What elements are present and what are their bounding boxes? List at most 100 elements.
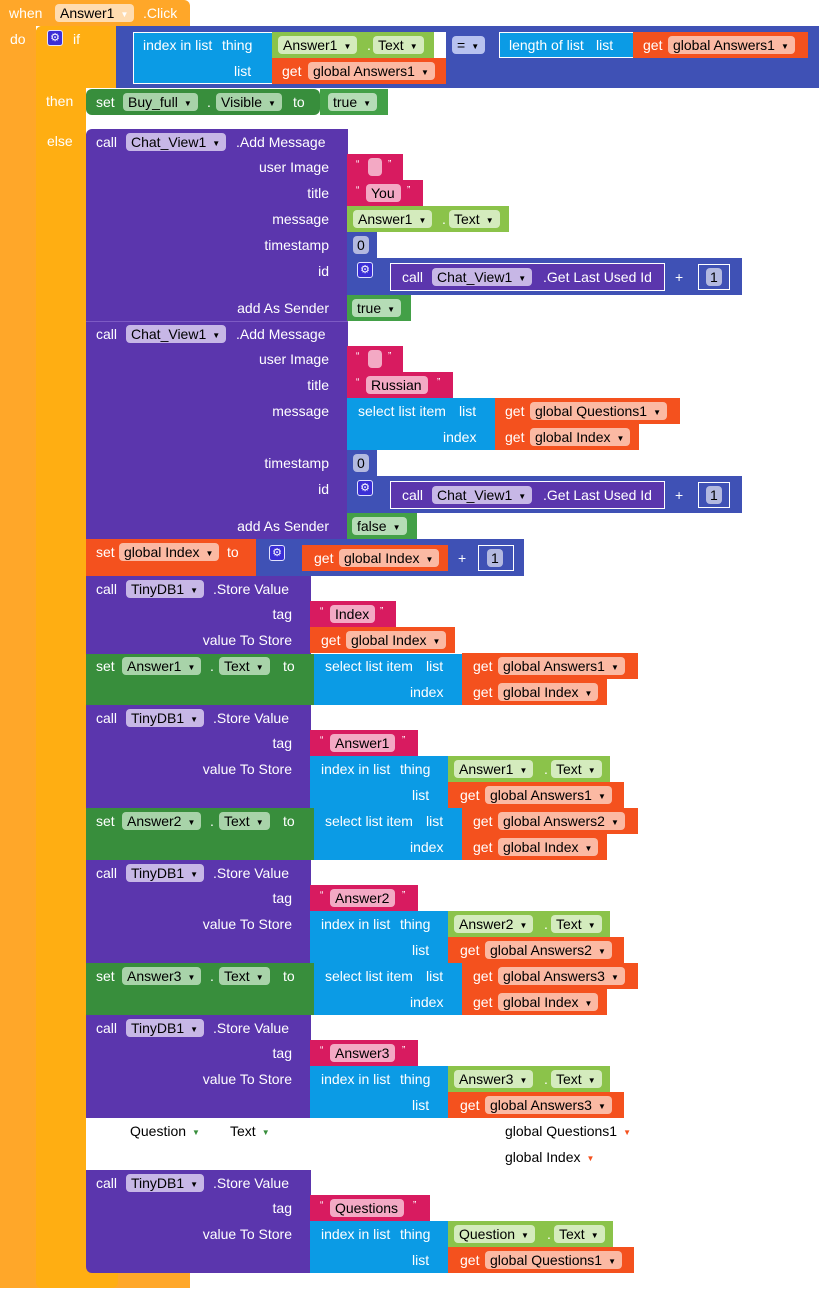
- param-label: add As Sender: [237, 518, 329, 534]
- gear-icon[interactable]: ⚙: [47, 30, 63, 46]
- number-input[interactable]: 1: [487, 549, 503, 567]
- property-dropdown[interactable]: Visible ▼: [216, 93, 282, 111]
- text-input[interactable]: [368, 158, 382, 176]
- text-input[interactable]: You: [366, 184, 401, 202]
- select-list-item-block[interactable]: [314, 963, 464, 1015]
- variable-dropdown[interactable]: global Index ▼: [498, 838, 599, 856]
- number-input[interactable]: 0: [353, 236, 369, 254]
- text-input[interactable]: Answer2: [330, 889, 396, 907]
- dropdown-arrow-icon: ▼: [584, 689, 593, 698]
- dropdown-arrow-icon: ▼: [519, 766, 528, 775]
- gear-icon[interactable]: ⚙: [357, 262, 373, 278]
- add-message-block[interactable]: [86, 129, 348, 321]
- dropdown-arrow-icon: ▼: [587, 1076, 596, 1085]
- variable-dropdown[interactable]: global Answers1 ▼: [308, 62, 435, 80]
- component-dropdown[interactable]: Answer2 ▼: [122, 812, 202, 830]
- property-dropdown[interactable]: Text ▼: [551, 760, 602, 778]
- component-dropdown[interactable]: TinyDB1 ▼: [126, 580, 205, 598]
- property-dropdown[interactable]: Text ▼: [554, 1225, 605, 1243]
- select-list-item-block[interactable]: [347, 398, 497, 450]
- dropdown-arrow-icon: ▼: [212, 139, 221, 148]
- method-name: .Store Value: [213, 581, 290, 597]
- variable-dropdown[interactable]: global Index ▼: [346, 631, 447, 649]
- text-input[interactable]: Russian: [366, 376, 428, 394]
- text-input[interactable]: [368, 350, 382, 368]
- gear-icon[interactable]: ⚙: [269, 545, 285, 561]
- property-dropdown[interactable]: Text ▼: [551, 915, 602, 933]
- index-in-list-block[interactable]: [310, 1221, 450, 1273]
- component-dropdown[interactable]: Chat_View1 ▼: [432, 486, 533, 504]
- component-dropdown[interactable]: TinyDB1 ▼: [126, 864, 205, 882]
- variable-dropdown[interactable]: global Index ▼: [498, 683, 599, 701]
- component-dropdown[interactable]: Answer1 ▼: [55, 4, 135, 22]
- boolean-dropdown[interactable]: false ▼: [352, 517, 407, 535]
- add-message-block[interactable]: [86, 321, 348, 539]
- variable-dropdown[interactable]: global Index ▼: [119, 543, 220, 561]
- boolean-dropdown[interactable]: true ▼: [352, 299, 402, 317]
- number-input[interactable]: 1: [706, 486, 722, 504]
- index-in-list-block[interactable]: [310, 756, 450, 808]
- text-input[interactable]: Answer3: [330, 1044, 396, 1062]
- property-dropdown[interactable]: Text ▼: [219, 657, 270, 675]
- property-dropdown[interactable]: Text ▼: [373, 36, 424, 54]
- component-dropdown[interactable]: Chat_View1 ▼: [432, 268, 533, 286]
- set-property-block[interactable]: [86, 89, 320, 115]
- else-label: else: [47, 133, 73, 149]
- variable-dropdown[interactable]: global Answers1 ▼: [485, 786, 612, 804]
- text-input[interactable]: Questions: [330, 1199, 405, 1217]
- to-label: to: [283, 658, 295, 674]
- variable-dropdown[interactable]: global Answers1 ▼: [668, 36, 795, 54]
- boolean-dropdown[interactable]: true ▼: [328, 93, 378, 111]
- set-label: set: [96, 813, 115, 829]
- property-dropdown[interactable]: Text ▼: [219, 967, 270, 985]
- component-dropdown[interactable]: Chat_View1 ▼: [126, 325, 227, 343]
- index-label: index: [410, 994, 444, 1010]
- variable-dropdown[interactable]: global Answers3 ▼: [485, 1096, 612, 1114]
- dropdown-arrow-icon: ▼: [418, 216, 427, 225]
- get-label: get: [473, 839, 493, 855]
- index-in-list-block[interactable]: [310, 1066, 450, 1118]
- select-list-item-block[interactable]: [314, 654, 464, 705]
- component-dropdown[interactable]: Answer1 ▼: [353, 210, 433, 228]
- component-dropdown[interactable]: Chat_View1 ▼: [126, 133, 227, 151]
- index-in-list-block[interactable]: [310, 911, 450, 963]
- variable-dropdown[interactable]: global Answers2 ▼: [485, 941, 612, 959]
- component-dropdown[interactable]: Answer1 ▼: [278, 36, 358, 54]
- component-dropdown[interactable]: Answer3 ▼: [454, 1070, 534, 1088]
- component-dropdown[interactable]: Answer1 ▼: [454, 760, 534, 778]
- component-dropdown[interactable]: Answer2 ▼: [454, 915, 534, 933]
- variable-dropdown[interactable]: global Questions1 ▼: [530, 402, 667, 420]
- component-dropdown[interactable]: TinyDB1 ▼: [126, 1174, 205, 1192]
- variable-dropdown[interactable]: global Index ▼: [339, 549, 440, 567]
- length-of-list-block[interactable]: [499, 32, 637, 58]
- select-list-item-label: select list item: [325, 968, 413, 984]
- text-input[interactable]: Answer1: [330, 734, 396, 752]
- value-to-store-label: value To Store: [202, 632, 292, 648]
- property-dropdown[interactable]: Text ▼: [551, 1070, 602, 1088]
- gear-icon[interactable]: ⚙: [357, 480, 373, 496]
- dropdown-arrow-icon: ▼: [597, 947, 606, 956]
- property-dropdown[interactable]: Text ▼: [449, 210, 500, 228]
- dropdown-arrow-icon: ▼: [587, 766, 596, 775]
- operator-dropdown[interactable]: = ▼: [452, 36, 486, 54]
- variable-dropdown[interactable]: global Answers2 ▼: [498, 812, 625, 830]
- property-dropdown[interactable]: Text ▼: [219, 812, 270, 830]
- variable-dropdown[interactable]: global Answers1 ▼: [498, 657, 625, 675]
- variable-dropdown[interactable]: global Index ▼: [530, 428, 631, 446]
- number-input[interactable]: 1: [706, 268, 722, 286]
- list-label: list: [234, 63, 252, 79]
- variable-dropdown[interactable]: global Questions1 ▼: [485, 1251, 622, 1269]
- component-dropdown[interactable]: Buy_full ▼: [123, 93, 198, 111]
- component-dropdown[interactable]: Answer3 ▼: [122, 967, 202, 985]
- component-dropdown[interactable]: Question ▼: [454, 1225, 535, 1243]
- number-input[interactable]: 0: [353, 454, 369, 472]
- dropdown-arrow-icon: ▼: [120, 10, 129, 19]
- list-label: list: [412, 787, 430, 803]
- variable-dropdown[interactable]: global Answers3 ▼: [498, 967, 625, 985]
- component-dropdown[interactable]: TinyDB1 ▼: [126, 709, 205, 727]
- select-list-item-block[interactable]: [314, 808, 464, 860]
- variable-dropdown[interactable]: global Index ▼: [498, 993, 599, 1011]
- component-dropdown[interactable]: TinyDB1 ▼: [126, 1019, 205, 1037]
- component-dropdown[interactable]: Answer1 ▼: [122, 657, 202, 675]
- text-input[interactable]: Index: [330, 605, 376, 623]
